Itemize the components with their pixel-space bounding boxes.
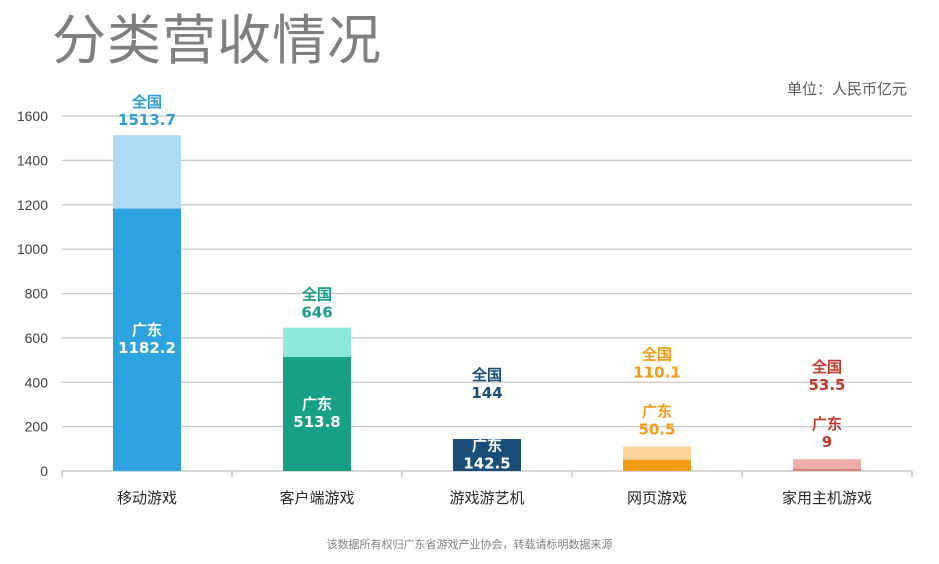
y-tick-label: 0 [40,463,48,479]
label-guangdong-value: 142.5 [463,454,510,472]
label-national-value: 53.5 [808,376,845,394]
y-tick-label: 1600 [17,108,48,124]
bar-guangdong [453,439,521,471]
footer-note: 该数据所有权归广东省游戏产业协会，转载请标明数据来源 [326,539,613,551]
label-national-value: 144 [471,384,502,402]
x-category-label: 网页游戏 [627,489,687,507]
label-national-name: 全国 [301,286,332,304]
page-title: 分类营收情况 [52,9,382,72]
y-tick-label: 800 [25,286,49,302]
data-labels: 全国1513.7广东1182.2全国646广东513.8全国144广东142.5… [118,93,845,472]
unit-label: 单位：人民币亿元 [786,81,907,98]
y-tick-label: 400 [25,374,49,390]
y-tick-label: 1000 [17,241,48,257]
label-national-name: 全国 [811,358,842,376]
x-axis: 移动游戏 客户端游戏 游戏游艺机 网页游戏 家用主机游戏 [61,471,913,507]
bars [113,135,861,471]
label-national-name: 全国 [471,366,502,384]
bar-guangdong [283,357,351,471]
y-tick-label: 1400 [17,152,48,168]
y-tick-label: 1200 [17,197,48,213]
label-national-name: 全国 [131,93,162,111]
bar-guangdong [623,459,691,471]
bar-guangdong [113,208,181,471]
x-category-label: 游戏游艺机 [449,489,524,507]
label-national-value: 110.1 [633,364,680,382]
x-category-label: 客户端游戏 [279,489,354,507]
label-guangdong-value: 1182.2 [118,339,176,357]
gridlines [62,115,912,472]
label-national-name: 全国 [641,346,672,364]
label-guangdong-name: 广东 [642,403,672,421]
label-guangdong-name: 广东 [132,321,162,339]
label-guangdong-name: 广东 [812,415,842,433]
label-guangdong-value: 9 [822,433,832,451]
bar-guangdong [793,469,861,471]
bar-national [793,459,861,471]
x-category-label: 家用主机游戏 [782,489,872,507]
label-guangdong-name: 广东 [472,436,502,454]
y-axis-ticks: 0 200 400 600 800 1000 1200 1400 1600 [17,108,48,479]
label-national-value: 1513.7 [118,111,176,129]
label-guangdong-name: 广东 [302,395,332,413]
y-tick-label: 200 [25,419,49,435]
label-guangdong-value: 513.8 [293,413,340,431]
x-category-label: 移动游戏 [117,489,177,507]
label-national-value: 646 [301,304,332,322]
label-guangdong-value: 50.5 [638,421,675,439]
y-tick-label: 600 [25,330,49,346]
